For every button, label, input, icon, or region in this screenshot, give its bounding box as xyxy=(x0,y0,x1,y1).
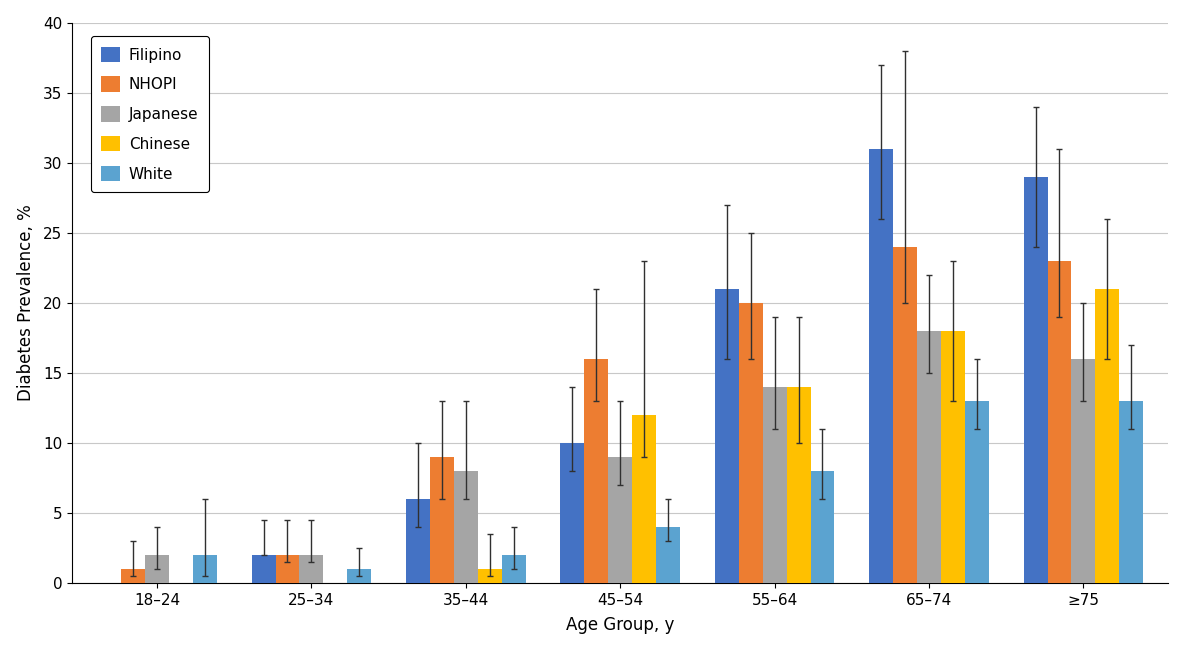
Legend: Filipino, NHOPI, Japanese, Chinese, White: Filipino, NHOPI, Japanese, Chinese, Whit… xyxy=(91,36,210,192)
Bar xyxy=(1095,289,1120,583)
Bar xyxy=(811,471,834,583)
Bar xyxy=(121,569,145,583)
Bar xyxy=(608,457,632,583)
Bar xyxy=(478,569,501,583)
Bar xyxy=(917,331,941,583)
Bar xyxy=(965,401,988,583)
Bar xyxy=(584,359,608,583)
Bar xyxy=(656,527,680,583)
Bar xyxy=(347,569,371,583)
Bar xyxy=(941,331,965,583)
Bar xyxy=(632,415,656,583)
Bar xyxy=(430,457,454,583)
Bar xyxy=(869,149,893,583)
Bar xyxy=(501,555,526,583)
Bar xyxy=(1071,359,1095,583)
Y-axis label: Diabetes Prevalence, %: Diabetes Prevalence, % xyxy=(17,204,34,402)
Bar xyxy=(406,499,430,583)
Bar xyxy=(715,289,738,583)
Bar xyxy=(251,555,276,583)
Bar xyxy=(763,387,787,583)
Bar xyxy=(276,555,300,583)
Bar xyxy=(561,443,584,583)
Bar xyxy=(145,555,169,583)
X-axis label: Age Group, y: Age Group, y xyxy=(566,616,674,634)
Bar xyxy=(1120,401,1144,583)
Bar xyxy=(893,247,917,583)
Bar xyxy=(738,303,763,583)
Bar xyxy=(787,387,811,583)
Bar xyxy=(300,555,324,583)
Bar xyxy=(454,471,478,583)
Bar xyxy=(1024,177,1048,583)
Bar xyxy=(193,555,217,583)
Bar xyxy=(1048,261,1071,583)
